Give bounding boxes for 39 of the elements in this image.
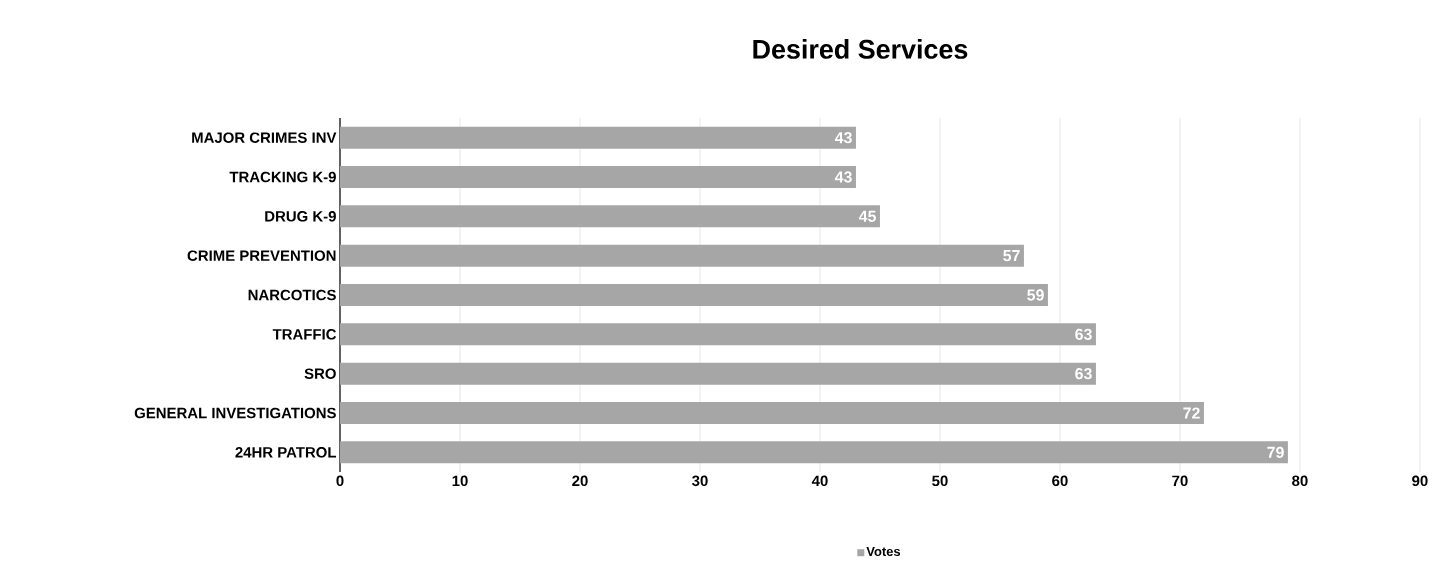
data-label: 45 [858, 210, 876, 222]
x-tick-label: 70 [1172, 475, 1188, 487]
data-label: 59 [1027, 289, 1044, 301]
y-tick-label: NARCOTICS [248, 289, 336, 301]
bar [340, 441, 1288, 464]
data-label: 43 [834, 132, 852, 144]
y-tick-label: TRAFFIC [272, 329, 337, 340]
y-tick-label: 24HR PATROL [235, 447, 337, 458]
x-tick-label: 0 [336, 475, 344, 487]
bar [340, 284, 1048, 306]
y-tick-label: DRUG K-9 [265, 211, 336, 222]
x-tick-label: 30 [692, 475, 708, 487]
data-label: 57 [1003, 250, 1020, 262]
x-tick-label: 40 [811, 475, 828, 487]
bar [340, 166, 856, 188]
y-tick-label: MAJOR CRIMES INV [192, 132, 337, 143]
bar [340, 362, 1096, 385]
x-tick-label: 60 [1052, 475, 1068, 487]
x-tick-label: 20 [572, 475, 588, 487]
y-tick-label: GENERAL INVESTIGATIONS [134, 407, 336, 419]
x-tick-label: 10 [452, 475, 468, 487]
data-label: 63 [1075, 368, 1092, 380]
bar [340, 126, 856, 149]
x-tick-label: 50 [932, 475, 948, 487]
bar [340, 244, 1024, 267]
y-tick-label: TRACKING K-9 [229, 171, 336, 183]
bar [340, 205, 880, 228]
data-label: 43 [834, 171, 852, 183]
chart-title: Desired Services [753, 39, 968, 59]
legend-label: Votes [866, 546, 901, 557]
data-label: 79 [1267, 446, 1284, 458]
x-tick-label: 90 [1412, 475, 1428, 487]
bar [340, 323, 1096, 346]
bar [340, 402, 1204, 424]
data-label: 63 [1075, 328, 1092, 340]
data-label: 72 [1183, 407, 1200, 419]
y-tick-label: CRIME PREVENTION [187, 250, 336, 261]
x-tick-label: 80 [1292, 475, 1308, 487]
y-tick-label: SRO [304, 368, 336, 379]
